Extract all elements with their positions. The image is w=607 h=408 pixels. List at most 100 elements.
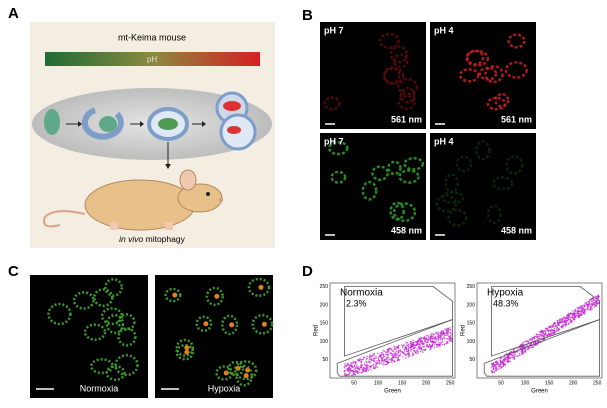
event [591, 300, 593, 302]
panel-label: D [302, 263, 313, 280]
event [589, 298, 591, 301]
event [579, 310, 582, 313]
event [520, 353, 523, 356]
event [550, 325, 553, 327]
event [429, 336, 432, 339]
event [381, 360, 383, 362]
event [431, 344, 433, 347]
cell [247, 277, 271, 297]
event [366, 364, 368, 366]
event [407, 346, 410, 348]
event [493, 365, 496, 367]
y-tick-label: 150 [467, 321, 476, 327]
event [362, 366, 365, 369]
event [446, 342, 449, 344]
event [361, 364, 363, 367]
event [510, 350, 513, 353]
event [380, 351, 383, 354]
mitolysosome [229, 322, 235, 328]
event [424, 339, 427, 342]
event [586, 308, 589, 310]
micrograph: pH 4 458 nm [430, 133, 536, 240]
event [495, 369, 498, 372]
event [441, 330, 443, 332]
event [446, 334, 449, 336]
panel-a-caption: in vivo mitophagy [119, 234, 185, 244]
event [368, 359, 370, 361]
event [435, 344, 438, 346]
event [425, 335, 428, 337]
event [431, 341, 433, 344]
cell [361, 180, 378, 201]
event [591, 297, 594, 299]
y-tick-label: 100 [320, 339, 329, 345]
micrograph: pH 4 561 nm [430, 22, 536, 129]
event [380, 362, 383, 364]
event [555, 328, 558, 330]
event [567, 322, 570, 325]
cell [378, 32, 400, 50]
y-tick-label: 100 [467, 339, 476, 345]
event [405, 342, 407, 344]
event [567, 318, 570, 321]
event [373, 365, 375, 368]
event [373, 357, 376, 360]
event [389, 352, 391, 354]
event [572, 314, 574, 316]
event [583, 311, 586, 313]
event [433, 344, 436, 346]
event [497, 368, 500, 371]
event [377, 358, 380, 360]
event [361, 368, 364, 371]
mitolysosome [203, 321, 209, 327]
mitolysosome [243, 373, 249, 379]
event [495, 361, 498, 363]
event [533, 342, 535, 344]
event [524, 348, 526, 350]
event [413, 346, 415, 349]
event [360, 363, 363, 365]
event [362, 356, 365, 359]
event [382, 353, 385, 356]
event [585, 301, 587, 304]
event [556, 326, 558, 328]
event [437, 331, 440, 334]
event [538, 335, 541, 338]
event [504, 356, 507, 359]
event [505, 358, 507, 360]
event [527, 341, 530, 344]
event [412, 339, 415, 341]
event [400, 344, 403, 346]
cell [486, 204, 502, 225]
event [522, 341, 525, 344]
event [443, 343, 446, 346]
event [506, 360, 509, 362]
event [397, 358, 399, 361]
event [425, 337, 428, 340]
event [369, 357, 371, 359]
mitolysosome [184, 345, 190, 351]
event [565, 323, 568, 326]
event [386, 356, 388, 359]
gate [491, 286, 600, 357]
event [593, 306, 596, 308]
event [596, 302, 598, 305]
cell [383, 67, 405, 85]
event [537, 337, 539, 340]
cell [389, 45, 409, 64]
event [561, 317, 564, 319]
event [427, 341, 429, 344]
event [363, 370, 365, 373]
event [553, 327, 556, 330]
event [574, 316, 577, 319]
event [394, 356, 397, 358]
event [419, 345, 421, 348]
event [410, 346, 413, 349]
event [595, 301, 597, 304]
plot-title: Hypoxia [487, 288, 524, 299]
event [423, 337, 426, 339]
event [551, 332, 554, 334]
event [559, 318, 561, 320]
event [400, 350, 402, 353]
